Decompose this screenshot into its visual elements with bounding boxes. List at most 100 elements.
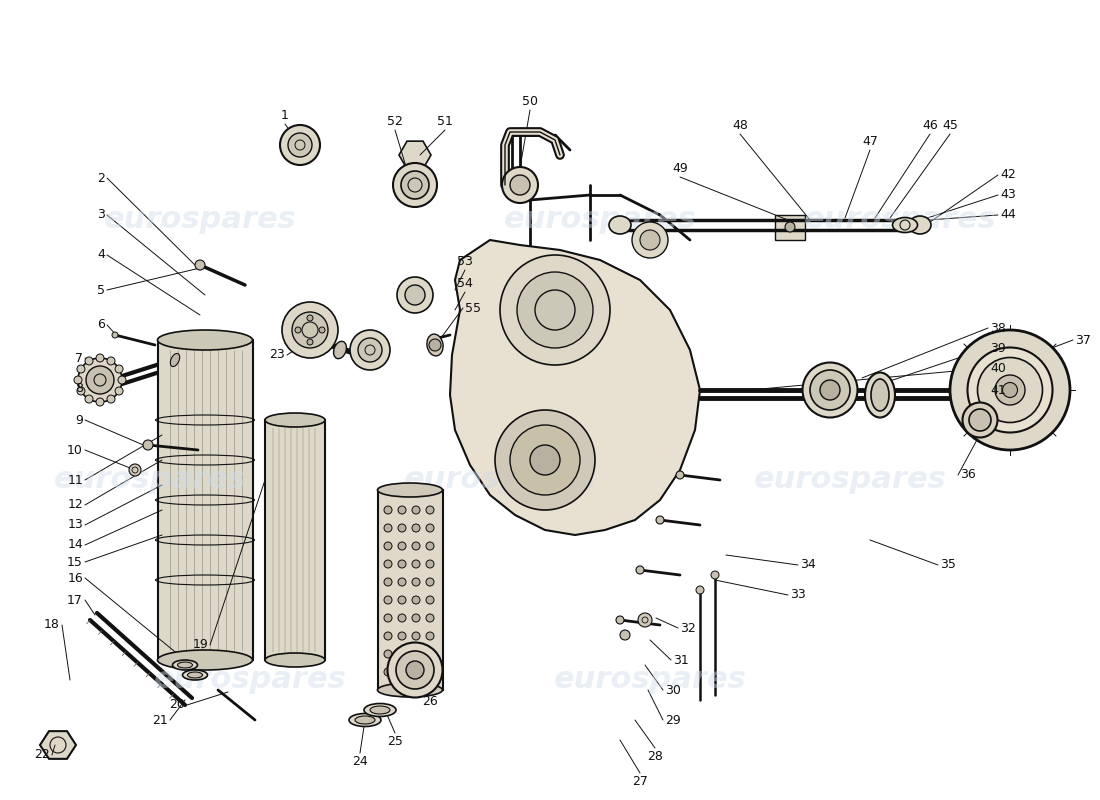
Circle shape — [85, 395, 94, 403]
Text: 52: 52 — [387, 115, 403, 128]
Circle shape — [412, 560, 420, 568]
Circle shape — [638, 613, 652, 627]
Text: eurospares: eurospares — [404, 466, 596, 494]
Ellipse shape — [377, 483, 442, 497]
Ellipse shape — [265, 413, 324, 427]
Text: 27: 27 — [632, 775, 648, 788]
Text: eurospares: eurospares — [504, 206, 696, 234]
Circle shape — [426, 650, 434, 658]
Circle shape — [696, 586, 704, 594]
Text: 51: 51 — [437, 115, 453, 128]
Text: 22: 22 — [34, 749, 50, 762]
Circle shape — [295, 327, 301, 333]
Circle shape — [393, 163, 437, 207]
Text: 47: 47 — [862, 135, 878, 148]
Ellipse shape — [820, 380, 840, 400]
Text: 34: 34 — [800, 558, 816, 571]
Circle shape — [398, 506, 406, 514]
Circle shape — [616, 616, 624, 624]
Ellipse shape — [349, 714, 381, 726]
Circle shape — [118, 376, 127, 384]
Circle shape — [530, 445, 560, 475]
Bar — [378, 490, 443, 690]
Ellipse shape — [187, 672, 202, 678]
Text: 54: 54 — [458, 277, 473, 290]
Ellipse shape — [969, 409, 991, 431]
Text: 45: 45 — [942, 119, 958, 132]
Ellipse shape — [170, 354, 179, 366]
Text: 11: 11 — [67, 474, 82, 486]
Text: 36: 36 — [960, 469, 976, 482]
Circle shape — [307, 339, 314, 345]
Text: 40: 40 — [990, 362, 1005, 374]
Text: 26: 26 — [422, 695, 438, 708]
Circle shape — [384, 578, 392, 586]
Ellipse shape — [406, 661, 424, 679]
Circle shape — [398, 596, 406, 604]
Text: 31: 31 — [673, 654, 689, 666]
Text: 13: 13 — [67, 518, 82, 531]
Ellipse shape — [892, 218, 917, 233]
Ellipse shape — [968, 347, 1053, 433]
Text: 49: 49 — [672, 162, 688, 175]
Text: 16: 16 — [67, 571, 82, 585]
Ellipse shape — [333, 342, 346, 358]
Circle shape — [412, 668, 420, 676]
Text: 28: 28 — [647, 750, 663, 763]
Ellipse shape — [396, 651, 435, 689]
Ellipse shape — [173, 660, 198, 670]
Circle shape — [398, 560, 406, 568]
Text: 43: 43 — [1000, 189, 1015, 202]
Text: 29: 29 — [666, 714, 681, 726]
Text: 7: 7 — [75, 351, 82, 365]
Circle shape — [412, 524, 420, 532]
Circle shape — [143, 440, 153, 450]
Ellipse shape — [157, 650, 253, 670]
Bar — [265, 420, 324, 660]
Circle shape — [429, 339, 441, 351]
Text: 37: 37 — [1075, 334, 1091, 346]
Text: eurospares: eurospares — [553, 666, 747, 694]
Text: eurospares: eurospares — [154, 666, 346, 694]
Text: 5: 5 — [97, 283, 104, 297]
Text: 10: 10 — [67, 443, 82, 457]
Circle shape — [74, 376, 82, 384]
Circle shape — [384, 506, 392, 514]
Text: 12: 12 — [67, 498, 82, 511]
Circle shape — [307, 315, 314, 321]
Circle shape — [495, 410, 595, 510]
Text: 20: 20 — [169, 698, 185, 711]
Circle shape — [636, 566, 644, 574]
Polygon shape — [450, 240, 700, 535]
Bar — [158, 340, 253, 660]
Text: 19: 19 — [192, 638, 208, 651]
Text: 30: 30 — [666, 683, 681, 697]
Text: eurospares: eurospares — [54, 466, 246, 494]
Circle shape — [107, 395, 116, 403]
Circle shape — [502, 167, 538, 203]
Circle shape — [426, 614, 434, 622]
Circle shape — [398, 542, 406, 550]
Circle shape — [288, 133, 312, 157]
Circle shape — [426, 506, 434, 514]
Ellipse shape — [609, 216, 631, 234]
Text: 14: 14 — [67, 538, 82, 551]
Circle shape — [426, 596, 434, 604]
Text: 2: 2 — [97, 171, 104, 185]
Polygon shape — [40, 731, 76, 759]
Text: 44: 44 — [1000, 209, 1015, 222]
Circle shape — [107, 357, 116, 365]
Text: 24: 24 — [352, 755, 367, 768]
Ellipse shape — [370, 706, 390, 714]
Ellipse shape — [950, 330, 1070, 450]
Text: 1: 1 — [282, 109, 289, 122]
Circle shape — [292, 312, 328, 348]
Text: eurospares: eurospares — [804, 206, 997, 234]
Text: 32: 32 — [680, 622, 695, 634]
Text: 39: 39 — [990, 342, 1005, 354]
Polygon shape — [399, 141, 431, 169]
Circle shape — [384, 560, 392, 568]
Circle shape — [676, 471, 684, 479]
Circle shape — [402, 171, 429, 199]
Circle shape — [711, 571, 719, 579]
